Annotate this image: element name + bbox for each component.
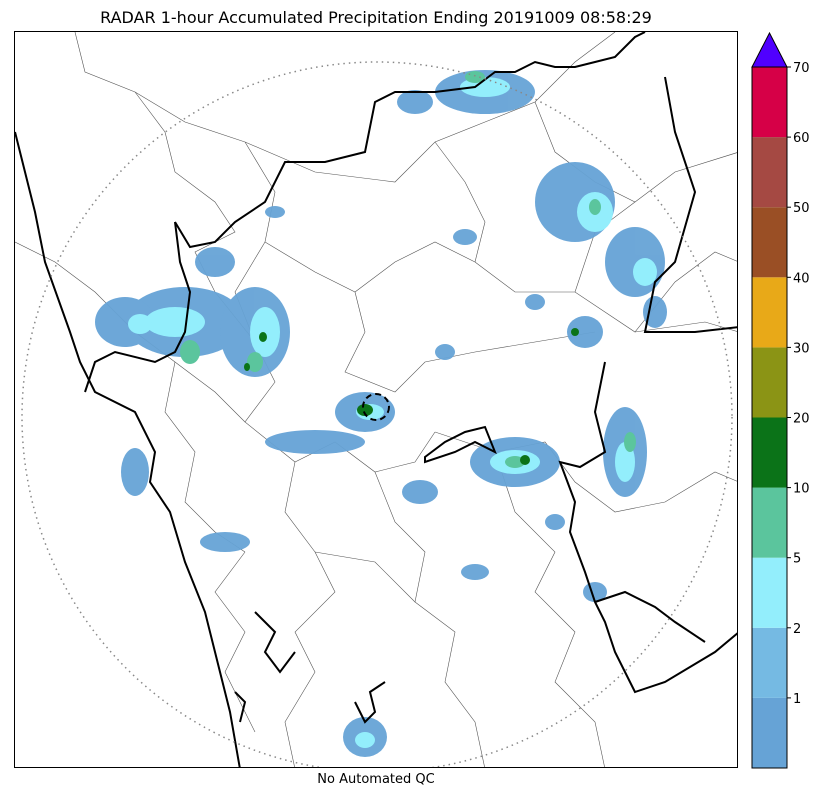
colorbar-bin [752, 627, 787, 698]
colorbar-outline [751, 66, 788, 769]
colorbar-bin [752, 67, 787, 138]
colorbar-tick-label: 40 [793, 271, 810, 286]
colorbar-tick-label: 10 [793, 482, 810, 497]
colorbar-bin [752, 417, 787, 488]
colorbar-tick-label: 70 [793, 61, 810, 76]
colorbar-bin [752, 557, 787, 628]
radar-site-marker [362, 393, 390, 421]
colorbar-bin [752, 347, 787, 418]
colorbar-tick-label: 5 [793, 552, 801, 567]
chart-title: RADAR 1-hour Accumulated Precipitation E… [100, 8, 652, 27]
colorbar-tick-label: 2 [793, 622, 801, 637]
colorbar-tick-label: 20 [793, 412, 810, 427]
precipitation-echoes [95, 70, 667, 757]
radar-range-ring [21, 61, 733, 767]
colorbar-tick-label: 30 [793, 341, 810, 356]
colorbar-bin [752, 137, 787, 208]
colorbar-tick-label: 1 [793, 692, 801, 707]
colorbar-extend-arrow [751, 31, 788, 68]
colorbar-canvas: 1 2 5 10 20 30 40 50 60 70 [751, 31, 810, 769]
colorbar-bin [752, 697, 787, 768]
colorbar-tick-label: 50 [793, 201, 810, 216]
colorbar-bin [752, 207, 787, 278]
colorbar-bin [752, 487, 787, 558]
state-boundaries [15, 32, 737, 767]
qc-footnote: No Automated QC [317, 772, 435, 787]
colorbar: 1 2 5 10 20 30 40 50 60 70 [751, 31, 810, 769]
map-canvas [15, 32, 737, 767]
colorbar-bin [752, 277, 787, 348]
colorbar-tick-label: 60 [793, 131, 810, 146]
radar-map[interactable] [14, 31, 738, 768]
